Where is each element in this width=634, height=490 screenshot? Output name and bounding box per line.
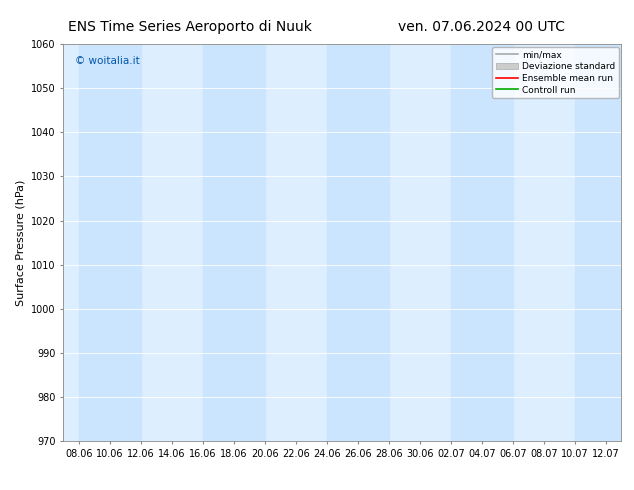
Text: ven. 07.06.2024 00 UTC: ven. 07.06.2024 00 UTC — [398, 20, 566, 34]
Bar — [327, 44, 389, 441]
Y-axis label: Surface Pressure (hPa): Surface Pressure (hPa) — [16, 179, 25, 306]
Bar — [575, 44, 634, 441]
Legend: min/max, Deviazione standard, Ensemble mean run, Controll run: min/max, Deviazione standard, Ensemble m… — [492, 47, 619, 98]
Bar — [451, 44, 513, 441]
Bar — [203, 44, 265, 441]
Bar — [79, 44, 141, 441]
Text: © woitalia.it: © woitalia.it — [75, 56, 139, 66]
Text: ENS Time Series Aeroporto di Nuuk: ENS Time Series Aeroporto di Nuuk — [68, 20, 312, 34]
